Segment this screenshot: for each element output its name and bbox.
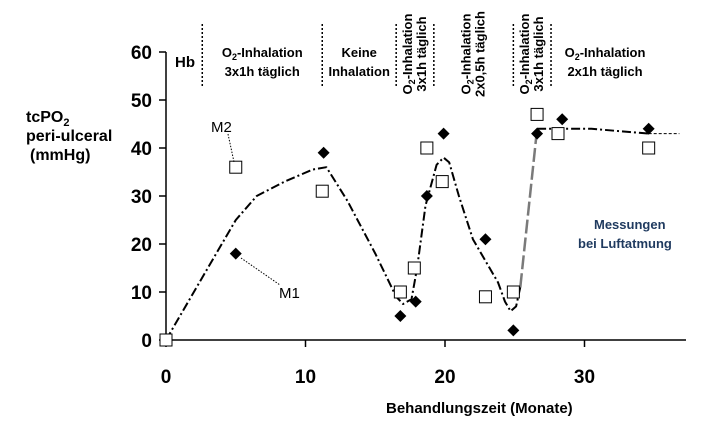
x-tick-label: 20 bbox=[434, 367, 455, 388]
y-tick-label: 20 bbox=[131, 235, 152, 256]
y-label-subscript: 2 bbox=[63, 117, 69, 129]
y-tick-label: 50 bbox=[131, 91, 152, 112]
annotation-line-2: bei Luftatmung bbox=[578, 236, 672, 251]
phase-label-line: Hb bbox=[175, 54, 195, 71]
annotation-line-1: Messungen bbox=[594, 217, 666, 232]
phase-label-line: Inhalation bbox=[329, 64, 390, 79]
m1-label: M1 bbox=[279, 285, 300, 302]
m2-label: M2 bbox=[211, 119, 232, 136]
x-tick-label: 0 bbox=[161, 367, 172, 388]
m2-point bbox=[530, 107, 544, 121]
phase-label-line: O2-Inhalation bbox=[400, 14, 417, 95]
m2-point bbox=[506, 285, 520, 299]
m1-point bbox=[556, 113, 569, 126]
m1-point bbox=[507, 324, 520, 337]
annotation-air-breathing: Messungen bei Luftatmung bbox=[578, 217, 672, 251]
m1-point bbox=[229, 247, 242, 260]
phase-label: O2-Inhalation 2x1h täglich bbox=[565, 45, 646, 79]
x-tick-label: 30 bbox=[574, 367, 595, 388]
phase-label-line: O2-Inhalation bbox=[517, 14, 534, 95]
y-axis-label: tcPO2 peri-ulceral (mmHg) bbox=[26, 109, 112, 164]
m2-point bbox=[478, 290, 492, 304]
phase-label-line: 2x0,5h täglich bbox=[473, 11, 488, 97]
trend-lines bbox=[165, 127, 680, 341]
m2-point bbox=[551, 127, 565, 141]
m2-point bbox=[229, 160, 243, 174]
m2-point bbox=[393, 285, 407, 299]
m1-point bbox=[479, 233, 492, 246]
m2-leader-line bbox=[227, 133, 235, 163]
phase-label-line: O2-Inhalation bbox=[565, 45, 646, 62]
phase-label: O2-Inhalation 3x1h täglich bbox=[222, 45, 303, 79]
phase-label-line: 3x1h täglich bbox=[531, 16, 546, 91]
m1-point bbox=[531, 127, 544, 140]
phase-label-line: O2-Inhalation bbox=[222, 45, 303, 62]
m1-leader-line bbox=[240, 257, 281, 286]
y-tick-label: 40 bbox=[131, 139, 152, 160]
y-tick-label: 60 bbox=[131, 43, 152, 64]
m1-point bbox=[409, 295, 422, 308]
m1-point bbox=[420, 190, 433, 202]
y-label-line-1: tcPO2 bbox=[26, 109, 69, 129]
series-labels: M2 M1 bbox=[211, 119, 300, 302]
phase-label-line: Keine bbox=[342, 45, 377, 60]
x-ticks: 0 10 20 30 bbox=[161, 340, 595, 388]
m2-point bbox=[315, 184, 329, 198]
trend-line-main bbox=[165, 156, 522, 341]
trend-line-recovery bbox=[519, 128, 539, 288]
y-label-line-2: peri-ulceral bbox=[26, 128, 112, 145]
y-tick-label: 10 bbox=[131, 283, 152, 304]
y-tick-label: 30 bbox=[131, 187, 152, 208]
phase-label-line: 2x1h täglich bbox=[567, 64, 642, 79]
phase-label: O2-Inhalation 2x0,5h täglich bbox=[459, 11, 488, 97]
y-ticks: 0 10 20 30 40 50 60 bbox=[131, 43, 166, 352]
phase-label-line: O2-Inhalation bbox=[459, 14, 476, 95]
m1-point bbox=[437, 127, 450, 140]
x-tick-label: 10 bbox=[295, 367, 316, 388]
x-axis-title: Behandlungszeit (Monate) bbox=[386, 400, 573, 417]
y-label-line-3: (mmHg) bbox=[30, 147, 90, 164]
data-markers bbox=[159, 107, 656, 347]
phase-label-line: 3x1h täglich bbox=[225, 64, 300, 79]
m2-point bbox=[435, 175, 449, 189]
phase-label-line: 3x1h täglich bbox=[414, 16, 429, 91]
m2-point bbox=[642, 141, 656, 155]
m2-point bbox=[407, 261, 421, 275]
m1-point bbox=[394, 310, 407, 322]
m2-point bbox=[159, 333, 173, 347]
phase-label: Keine Inhalation bbox=[329, 45, 390, 79]
m1-point bbox=[642, 122, 655, 135]
y-tick-label: 0 bbox=[141, 331, 152, 352]
m2-point bbox=[420, 141, 434, 155]
phase-label: Hb bbox=[175, 54, 195, 71]
m1-point bbox=[317, 146, 330, 159]
